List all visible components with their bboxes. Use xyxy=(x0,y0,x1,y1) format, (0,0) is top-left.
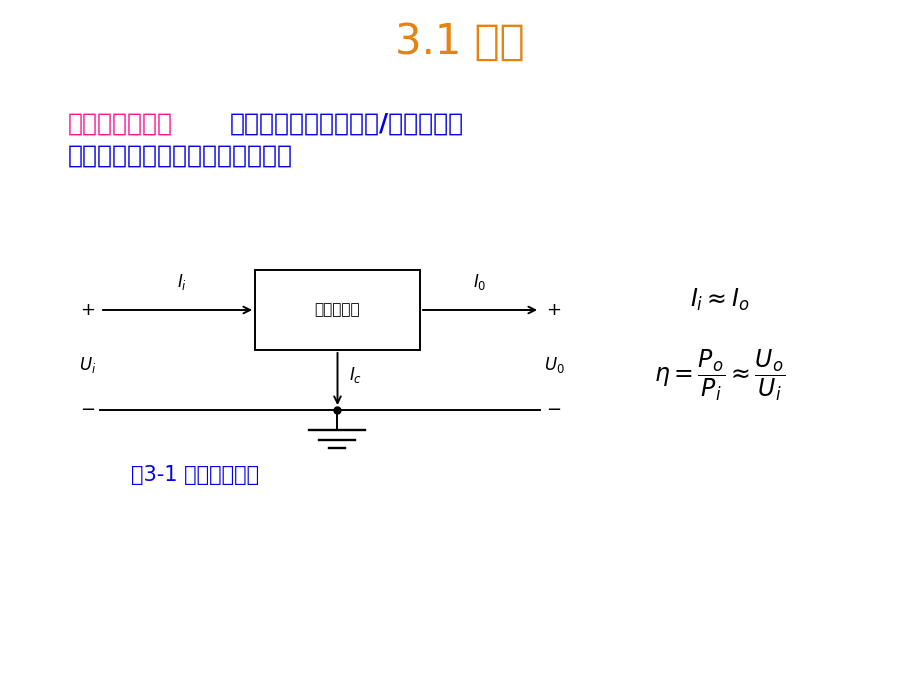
Text: $\eta = \dfrac{P_o}{P_i} \approx \dfrac{U_o}{U_i}$: $\eta = \dfrac{P_o}{P_i} \approx \dfrac{… xyxy=(653,347,785,403)
Text: −: − xyxy=(546,401,561,419)
Text: $I_c$: $I_c$ xyxy=(349,365,362,385)
Text: $U_0$: $U_0$ xyxy=(543,355,563,375)
Text: 通过将输入和输出功率/电压的差值: 通过将输入和输出功率/电压的差值 xyxy=(230,112,463,136)
Text: $I_i\approx I_o$: $I_i\approx I_o$ xyxy=(689,287,749,313)
Text: 三端稳压器: 三端稳压器 xyxy=(314,302,360,317)
Text: 线性稳压电源：: 线性稳压电源： xyxy=(68,112,173,136)
Text: +: + xyxy=(81,301,96,319)
Text: $I_0$: $I_0$ xyxy=(472,272,486,292)
Bar xyxy=(255,270,420,350)
Text: −: − xyxy=(80,401,96,419)
Text: $U_i$: $U_i$ xyxy=(79,355,96,375)
Text: $I_i$: $I_i$ xyxy=(177,272,187,292)
Text: 消耗在稳压电路上来实现输出稳压: 消耗在稳压电路上来实现输出稳压 xyxy=(68,144,292,168)
Text: 图3-1 线性稳压电源: 图3-1 线性稳压电源 xyxy=(130,465,259,485)
Text: +: + xyxy=(546,301,561,319)
Text: 3.1 概述: 3.1 概述 xyxy=(395,21,524,63)
